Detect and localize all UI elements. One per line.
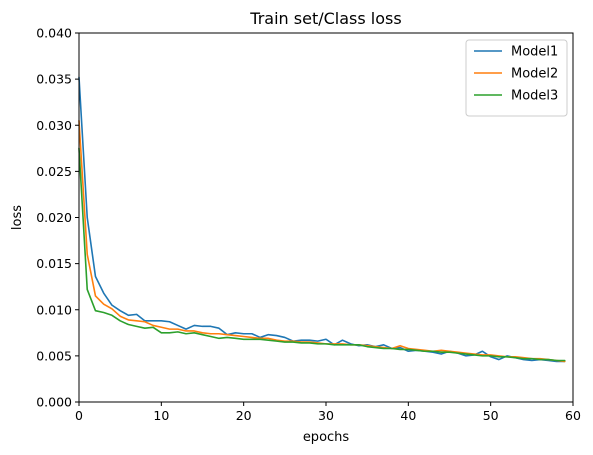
legend-label-model3: Model3 xyxy=(511,89,558,104)
x-tick-label: 60 xyxy=(565,408,581,423)
series-line-model1 xyxy=(78,76,566,363)
y-tick-label: 0.005 xyxy=(36,348,72,363)
legend-label-model2: Model2 xyxy=(511,67,558,82)
series-line-model3 xyxy=(78,147,566,362)
x-tick-label: 0 xyxy=(75,408,83,423)
x-tick-label: 50 xyxy=(483,408,499,423)
y-tick-label: 0.010 xyxy=(36,302,72,317)
legend-box xyxy=(465,39,568,117)
y-tick-label: 0.000 xyxy=(36,395,72,410)
y-axis-label: loss xyxy=(10,205,25,230)
y-tick-label: 0.040 xyxy=(36,26,72,41)
x-tick-label: 40 xyxy=(400,408,416,423)
series-line-model2 xyxy=(78,119,566,363)
y-tick-label: 0.015 xyxy=(36,256,72,271)
legend-label-model1: Model1 xyxy=(511,45,558,60)
series-layer xyxy=(78,76,566,363)
x-axis-label: epochs xyxy=(303,430,350,445)
y-tick-label: 0.035 xyxy=(36,72,72,87)
x-axis: 0 10 20 30 40 50 60 xyxy=(75,402,581,423)
x-tick-label: 20 xyxy=(236,408,252,423)
y-tick-label: 0.025 xyxy=(36,164,72,179)
x-tick-label: 10 xyxy=(153,408,169,423)
y-axis: 0.000 0.005 0.010 0.015 0.020 0.025 0.030 0.035… xyxy=(36,26,79,410)
legend: Model1 Model2 Model3 xyxy=(465,39,568,117)
y-tick-label: 0.020 xyxy=(36,210,72,225)
x-tick-label: 30 xyxy=(318,408,334,423)
y-tick-label: 0.030 xyxy=(36,118,72,133)
chart-title: Train set/Class loss xyxy=(249,9,401,28)
